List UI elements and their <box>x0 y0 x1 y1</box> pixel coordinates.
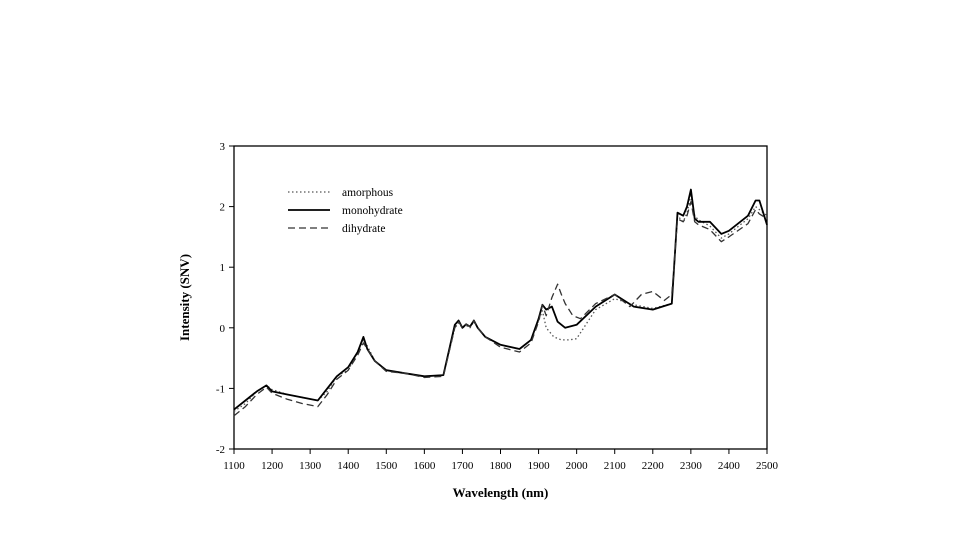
x-tick-label: 1700 <box>451 460 474 472</box>
y-axis: -2 -1 0 1 2 3 <box>216 141 234 456</box>
y-tick-label: -1 <box>216 383 225 395</box>
x-tick-label: 1400 <box>337 460 360 472</box>
x-tick-label: 2000 <box>566 460 589 472</box>
y-tick-label: 3 <box>220 141 226 153</box>
legend: amorphous monohydrate dihydrate <box>288 187 403 235</box>
legend-label-monohydrate: monohydrate <box>342 205 403 217</box>
x-tick-label: 2200 <box>642 460 665 472</box>
x-tick-label: 1200 <box>261 460 284 472</box>
x-tick-label: 2400 <box>718 460 741 472</box>
legend-label-dihydrate: dihydrate <box>342 223 385 235</box>
legend-label-amorphous: amorphous <box>342 187 394 199</box>
plot-frame <box>234 146 767 449</box>
x-tick-label: 1300 <box>299 460 322 472</box>
x-tick-label: 2300 <box>680 460 703 472</box>
x-tick-label: 2500 <box>756 460 779 472</box>
x-tick-label: 1100 <box>223 460 245 472</box>
x-tick-label: 1500 <box>375 460 398 472</box>
x-tick-label: 1800 <box>490 460 513 472</box>
y-tick-label: 0 <box>220 323 226 335</box>
x-axis-title: Wavelength (nm) <box>453 485 549 500</box>
y-tick-label: 1 <box>220 262 226 274</box>
series-line-monohydrate <box>234 190 767 410</box>
y-tick-label: -2 <box>216 444 225 456</box>
x-axis: 1100 1200 1300 1400 1500 1600 1700 1800 1900 2000… <box>223 449 778 472</box>
x-tick-label: 2100 <box>604 460 627 472</box>
y-tick-label: 2 <box>220 202 226 214</box>
x-tick-label: 1600 <box>413 460 436 472</box>
series-line-dihydrate <box>234 202 767 416</box>
series-group <box>234 190 767 416</box>
x-tick-label: 1900 <box>528 460 551 472</box>
y-axis-title: Intensity (SNV) <box>177 254 192 341</box>
